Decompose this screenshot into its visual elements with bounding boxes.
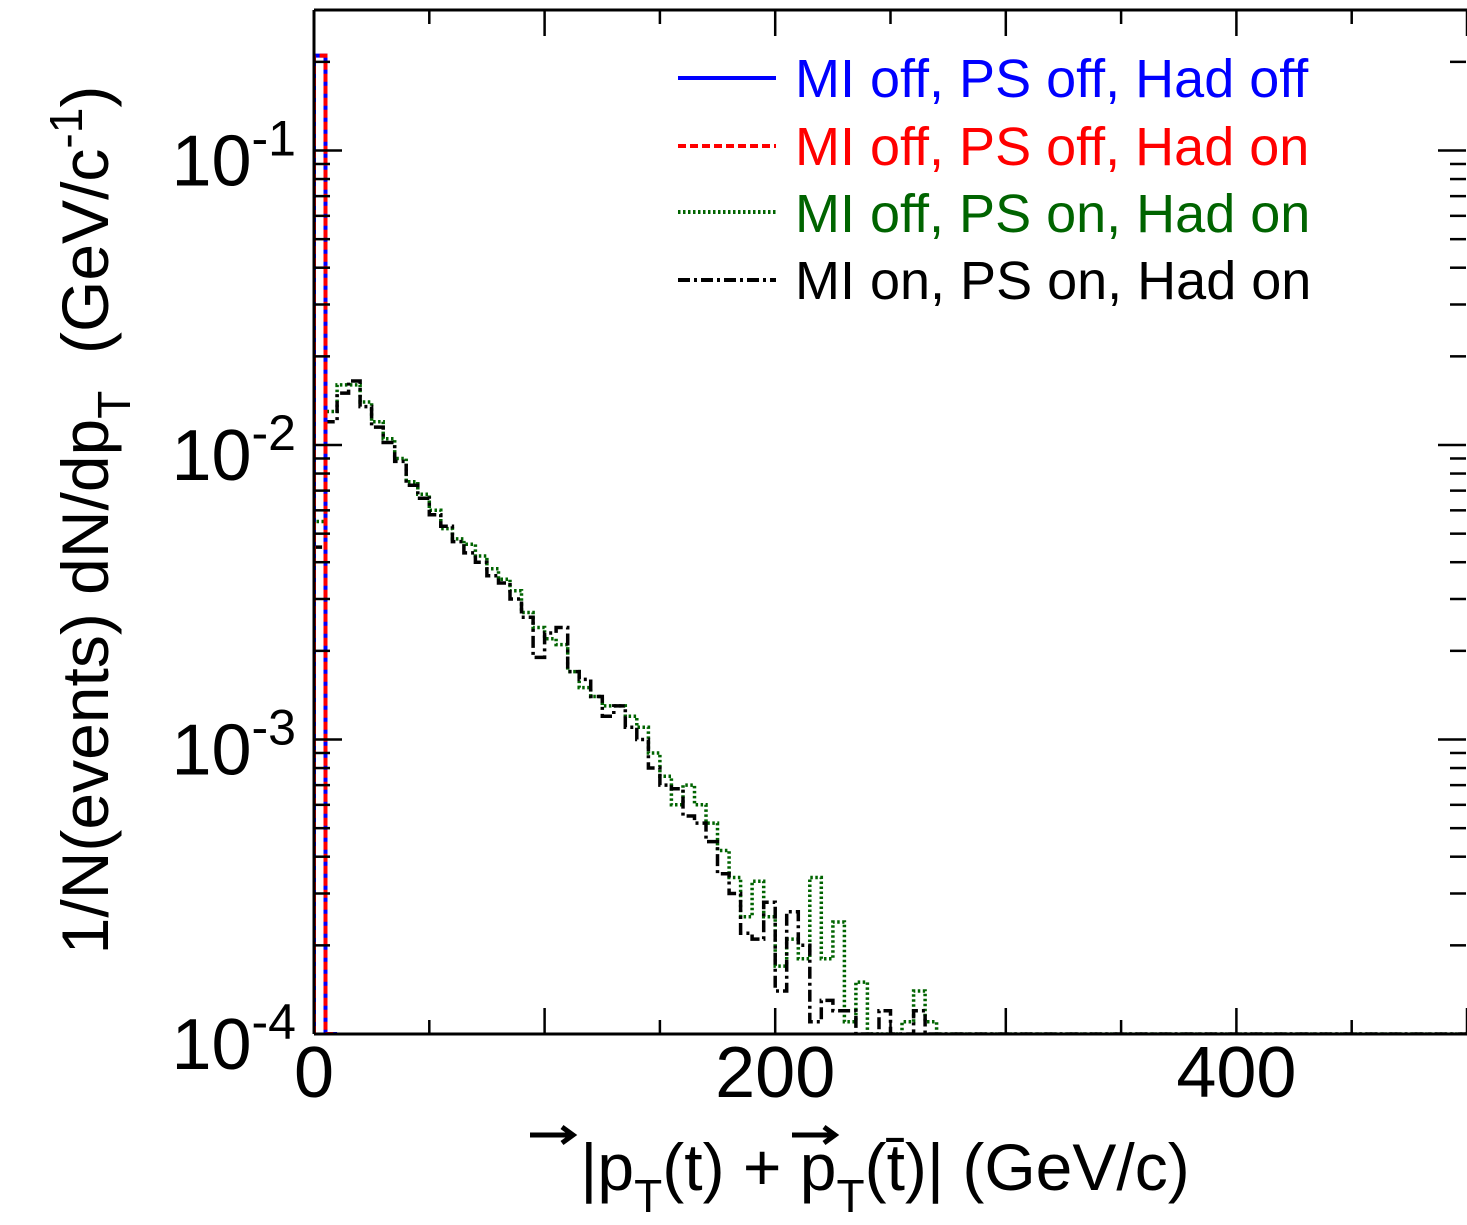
tick-label-layer: 0 200 400 10-1 10-2 10-3 10-4 (171, 111, 1296, 1113)
legend: MI off, PS off, Had off MI off, PS off, … (678, 49, 1311, 311)
axes-layer (312, 8, 1467, 1036)
x-label-arg2: (t̄)| (GeV/c) (865, 1130, 1190, 1204)
x-tick-label: 0 (294, 1033, 334, 1113)
y-label-sub: T (88, 391, 140, 419)
legend-entry-mi-off-ps-off-had-off: MI off, PS off, Had off (678, 49, 1309, 109)
x-label-p1: p (597, 1130, 634, 1204)
y-tick-label: 10-3 (171, 700, 296, 791)
legend-label: MI off, PS off, Had on (795, 117, 1309, 177)
x-label-p2: p (800, 1130, 837, 1204)
legend-entry-mi-off-ps-on-had-on: MI off, PS on, Had on (678, 184, 1310, 244)
y-tick-label: 10-4 (171, 994, 296, 1085)
y-label-unit-open: (GeV/c (48, 149, 122, 391)
series-line-mi-on-ps-on-had-on (314, 379, 1467, 1034)
x-label-sub2: T (836, 1170, 864, 1222)
y-axis-label: 1/N(events) dN/dpT (GeV/c-1) (40, 86, 140, 955)
x-tick-label: 400 (1176, 1033, 1296, 1113)
svg-text:|pT(t) + pT(t̄)| (GeV/c): |pT(t) + pT(t̄)| (GeV/c) (580, 1130, 1189, 1222)
legend-label: MI on, PS on, Had on (795, 251, 1311, 311)
x-axis-label: |pT(t) + pT(t̄)| (GeV/c) (530, 1124, 1190, 1222)
y-tick-label: 10-1 (171, 111, 296, 202)
series-line-mi-off-ps-off-had-on (314, 53, 338, 1034)
y-label-sup: -1 (40, 108, 92, 149)
legend-label: MI off, PS off, Had off (795, 49, 1309, 109)
vector-arrow-icon (530, 1124, 578, 1146)
legend-entry-mi-off-ps-off-had-on: MI off, PS off, Had on (678, 117, 1309, 177)
vector-arrow-icon (792, 1124, 840, 1146)
y-tick-label: 10-2 (171, 405, 296, 496)
series-line-mi-off-ps-on-had-on (314, 383, 1467, 1034)
series-layer (314, 53, 1467, 1034)
y-label-main: 1/N(events) dN/dp (48, 419, 122, 955)
x-label-open: | (580, 1130, 597, 1204)
x-label-sub1: T (634, 1170, 662, 1222)
legend-label: MI off, PS on, Had on (795, 184, 1310, 244)
x-tick-label: 200 (715, 1033, 835, 1113)
y-label-unit-close: ) (48, 86, 122, 108)
x-label-arg1: (t) + (662, 1130, 800, 1204)
legend-entry-mi-on-ps-on-had-on: MI on, PS on, Had on (678, 251, 1311, 311)
svg-text:1/N(events) dN/dpT (GeV/c-1): 1/N(events) dN/dpT (GeV/c-1) (40, 86, 140, 955)
